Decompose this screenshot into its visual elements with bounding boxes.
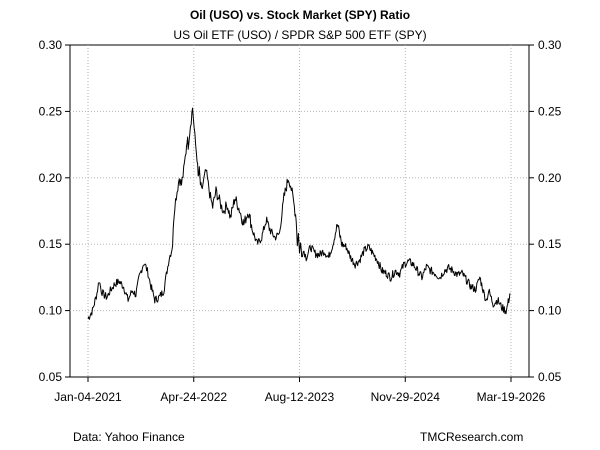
y-tick-label-left: 0.05 xyxy=(39,370,63,384)
data-source-note: Data: Yahoo Finance xyxy=(73,430,185,444)
y-tick-label-left: 0.15 xyxy=(39,237,63,251)
y-tick-label-right: 0.20 xyxy=(538,171,562,185)
y-tick-label-right: 0.15 xyxy=(538,237,562,251)
y-tick-label-left: 0.10 xyxy=(39,304,63,318)
x-tick-label: Nov-29-2024 xyxy=(371,390,441,404)
chart-title: Oil (USO) vs. Stock Market (SPY) Ratio xyxy=(189,8,411,22)
y-tick-label-left: 0.25 xyxy=(39,104,63,118)
y-tick-label-right: 0.10 xyxy=(538,304,562,318)
chart-subtitle: US Oil ETF (USO) / SPDR S&P 500 ETF (SPY… xyxy=(173,28,427,42)
y-tick-label-left: 0.30 xyxy=(39,38,63,52)
x-tick-label: Jan-04-2021 xyxy=(54,390,122,404)
brand-watermark: TMCResearch.com xyxy=(420,430,524,444)
y-tick-label-left: 0.20 xyxy=(39,171,63,185)
x-tick-label: Apr-24-2022 xyxy=(160,390,227,404)
y-tick-label-right: 0.30 xyxy=(538,38,562,52)
series-line-uso-spy xyxy=(87,107,511,320)
y-tick-label-right: 0.05 xyxy=(538,370,562,384)
x-tick-label: Aug-12-2023 xyxy=(265,390,335,404)
x-tick-label: Mar-19-2026 xyxy=(477,390,546,404)
y-tick-label-right: 0.25 xyxy=(538,104,562,118)
